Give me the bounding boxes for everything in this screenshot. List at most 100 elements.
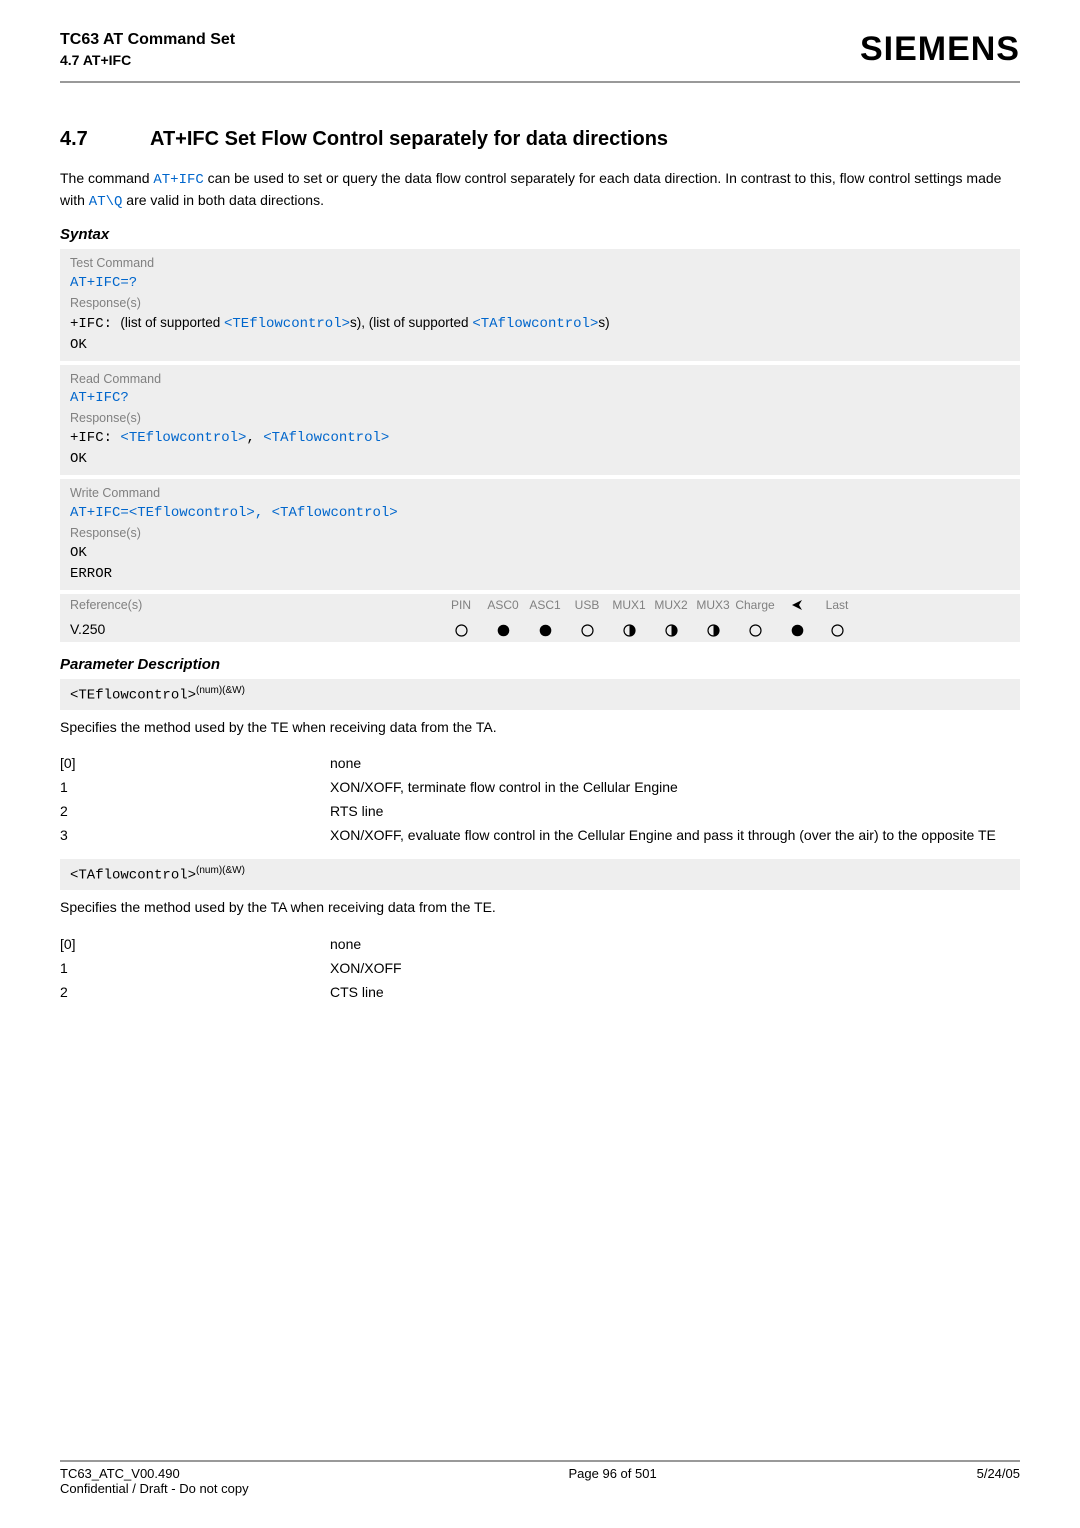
resp-text: (list of supported xyxy=(120,315,224,330)
col-pin: PIN xyxy=(440,598,482,612)
col-mux2: MUX2 xyxy=(650,598,692,612)
col-charge: Charge xyxy=(734,598,776,612)
table-row: 1XON/XOFF xyxy=(60,956,1020,980)
error-text: ERROR xyxy=(70,564,1010,585)
state-icon xyxy=(776,621,818,636)
header-rule xyxy=(60,81,1020,83)
state-icon xyxy=(734,621,776,636)
intro-text: are valid in both data directions. xyxy=(122,192,324,208)
table-row: [0]none xyxy=(60,932,1020,956)
syntax-heading: Syntax xyxy=(60,226,1020,243)
state-icon xyxy=(524,621,566,636)
param-key: 1 xyxy=(60,775,330,799)
resp-sep: , xyxy=(246,430,263,446)
box-label: Read Command xyxy=(70,370,1010,389)
parameter-heading: Parameter Description xyxy=(60,656,1020,673)
cmd-prefix: AT+IFC= xyxy=(70,505,129,521)
param-key: 2 xyxy=(60,980,330,1004)
param-sup: (num)(&W) xyxy=(196,685,245,696)
col-asc0: ASC0 xyxy=(482,598,524,612)
table-row: [0]none xyxy=(60,751,1020,775)
col-mux3: MUX3 xyxy=(692,598,734,612)
page-footer: TC63_ATC_V00.490 Confidential / Draft - … xyxy=(60,1460,1020,1496)
state-icon xyxy=(608,621,650,636)
table-row: 2RTS line xyxy=(60,799,1020,823)
brand-logo: SIEMENS xyxy=(860,30,1020,69)
col-mux1: MUX1 xyxy=(608,598,650,612)
link-atifc[interactable]: AT+IFC xyxy=(153,172,203,188)
param-taflowcontrol: <TAflowcontrol>(num)(&W) xyxy=(60,859,1020,890)
ok-text: OK xyxy=(70,449,1010,470)
param-value: RTS line xyxy=(330,799,1020,823)
footer-right: 5/24/05 xyxy=(977,1466,1020,1496)
footer-left1: TC63_ATC_V00.490 xyxy=(60,1466,249,1481)
page-header: TC63 AT Command Set 4.7 AT+IFC SIEMENS xyxy=(60,0,1020,69)
param2-table: [0]none1XON/XOFF2CTS line xyxy=(60,932,1020,1004)
intro-text: The command xyxy=(60,170,153,186)
param2-desc: Specifies the method used by the TA when… xyxy=(60,898,1020,918)
doc-subtitle: 4.7 AT+IFC xyxy=(60,51,235,69)
param-value: XON/XOFF, evaluate flow control in the C… xyxy=(330,823,1020,847)
box-label: Write Command xyxy=(70,484,1010,503)
reference-header-row: Reference(s) PIN ASC0 ASC1 USB MUX1 MUX2… xyxy=(60,594,1020,616)
param-value: XON/XOFF, terminate flow control in the … xyxy=(330,775,1020,799)
section-number: 4.7 xyxy=(60,128,150,151)
link-taflowcontrol[interactable]: <TAflowcontrol> xyxy=(472,316,598,332)
resp-text: s) xyxy=(598,315,609,330)
param-tag: <TEflowcontrol> xyxy=(70,688,196,704)
box-label: Response(s) xyxy=(70,409,1010,428)
write-command: AT+IFC=<TEflowcontrol>, <TAflowcontrol> xyxy=(70,503,1010,524)
ok-text: OK xyxy=(70,543,1010,564)
airplane-icon xyxy=(791,599,804,612)
param-value: CTS line xyxy=(330,980,1020,1004)
param-key: [0] xyxy=(60,932,330,956)
col-last: Last xyxy=(818,598,856,612)
col-usb: USB xyxy=(566,598,608,612)
table-row: 1XON/XOFF, terminate flow control in the… xyxy=(60,775,1020,799)
param-value: none xyxy=(330,751,1020,775)
doc-title: TC63 AT Command Set xyxy=(60,30,235,51)
resp-prefix: +IFC: xyxy=(70,430,120,446)
resp-text: s), (list of supported xyxy=(350,315,472,330)
ok-text: OK xyxy=(70,335,1010,356)
param-sup: (num)(&W) xyxy=(196,865,245,876)
read-command-box: Read Command AT+IFC? Response(s) +IFC: <… xyxy=(60,365,1020,476)
section-title: AT+IFC Set Flow Control separately for d… xyxy=(150,128,668,150)
col-plane xyxy=(776,598,818,612)
param-value: none xyxy=(330,932,1020,956)
param-key: [0] xyxy=(60,751,330,775)
section-heading: 4.7AT+IFC Set Flow Control separately fo… xyxy=(60,128,1020,151)
read-response: +IFC: <TEflowcontrol>, <TAflowcontrol> xyxy=(70,428,1010,449)
param-teflowcontrol: <TEflowcontrol>(num)(&W) xyxy=(60,679,1020,710)
table-row: 3XON/XOFF, evaluate flow control in the … xyxy=(60,823,1020,847)
link-atq[interactable]: AT\Q xyxy=(89,194,123,210)
link-teflowcontrol[interactable]: <TEflowcontrol> xyxy=(120,430,246,446)
param1-desc: Specifies the method used by the TE when… xyxy=(60,718,1020,738)
test-command-box: Test Command AT+IFC=? Response(s) +IFC: … xyxy=(60,249,1020,361)
footer-left2: Confidential / Draft - Do not copy xyxy=(60,1481,249,1496)
state-icon xyxy=(650,621,692,636)
reference-value: V.250 xyxy=(70,621,440,637)
table-row: 2CTS line xyxy=(60,980,1020,1004)
param1-table: [0]none1XON/XOFF, terminate flow control… xyxy=(60,751,1020,847)
write-command-box: Write Command AT+IFC=<TEflowcontrol>, <T… xyxy=(60,479,1020,590)
col-asc1: ASC1 xyxy=(524,598,566,612)
param-key: 1 xyxy=(60,956,330,980)
state-icon xyxy=(440,621,482,636)
box-label: Test Command xyxy=(70,254,1010,273)
link-taflowcontrol[interactable]: <TAflowcontrol> xyxy=(263,430,389,446)
state-icon xyxy=(566,621,608,636)
resp-prefix: +IFC: xyxy=(70,316,120,332)
cmd-sep: , xyxy=(255,505,272,521)
link-teflowcontrol[interactable]: <TEflowcontrol> xyxy=(224,316,350,332)
param-tag: <TAflowcontrol> xyxy=(70,868,196,884)
box-label: Response(s) xyxy=(70,524,1010,543)
box-label: Response(s) xyxy=(70,294,1010,313)
link-taflowcontrol[interactable]: <TAflowcontrol> xyxy=(272,505,398,521)
intro-paragraph: The command AT+IFC can be used to set or… xyxy=(60,169,1020,212)
reference-value-row: V.250 xyxy=(60,616,1020,642)
state-icon xyxy=(482,621,524,636)
reference-label: Reference(s) xyxy=(70,598,440,612)
link-teflowcontrol[interactable]: <TEflowcontrol> xyxy=(129,505,255,521)
param-value: XON/XOFF xyxy=(330,956,1020,980)
